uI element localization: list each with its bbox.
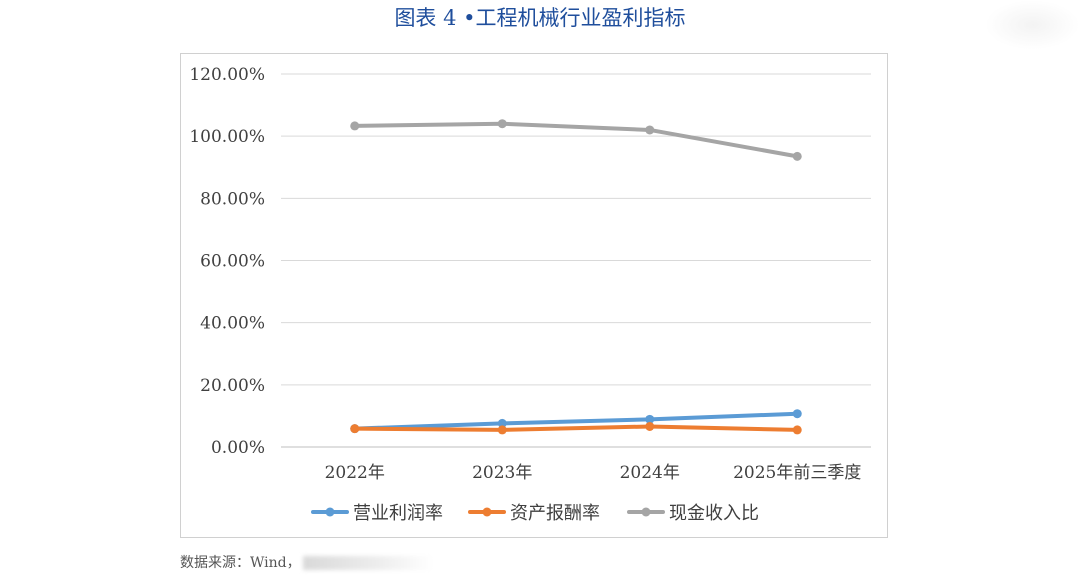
x-tick-label: 2022年 [325, 463, 385, 483]
source-note-text: 数据来源：Wind， [180, 555, 301, 571]
data-point [792, 409, 802, 419]
legend-marker [641, 507, 651, 517]
figure-title: 图表 4 •工程机械行业盈利指标 [394, 6, 686, 30]
data-point [792, 151, 802, 161]
line-chart: 0.00% 20.00% 40.00% 60.00% 80.00% 100.00% 120.… [189, 65, 871, 524]
x-tick-label: 2025年前三季度 [733, 463, 861, 483]
legend-label: 现金收入比 [669, 503, 759, 524]
legend-label: 营业利润率 [353, 503, 443, 524]
y-tick-label: 20.00% [200, 376, 265, 396]
data-point [497, 418, 507, 428]
y-tick-label: 120.00% [189, 65, 265, 85]
series-line-1 [352, 411, 800, 431]
x-tick-label: 2023年 [472, 463, 532, 483]
chart-frame: 0.00% 20.00% 40.00% 60.00% 80.00% 100.00% 120.… [180, 53, 888, 538]
data-point [350, 424, 360, 434]
legend-label: 资产报酬率 [510, 503, 600, 524]
y-tick-label: 100.00% [189, 127, 265, 147]
data-point [645, 414, 655, 424]
data-point [350, 121, 360, 131]
y-tick-label: 0.00% [211, 438, 265, 458]
watermark [985, 0, 1080, 50]
data-point [792, 425, 802, 435]
y-tick-label: 60.00% [200, 252, 265, 272]
y-tick-label: 80.00% [200, 189, 265, 209]
redacted-source [302, 556, 433, 570]
data-point [645, 421, 655, 431]
source-note: 数据来源：Wind， [180, 552, 433, 572]
series-line-3 [352, 121, 800, 159]
legend-marker [325, 507, 335, 517]
data-point [497, 119, 507, 129]
x-tick-label: 2024年 [620, 463, 680, 483]
data-point [645, 125, 655, 135]
series-line-2 [352, 424, 800, 432]
data-point [497, 425, 507, 435]
legend-marker [482, 507, 492, 517]
y-tick-label: 40.00% [200, 314, 265, 334]
